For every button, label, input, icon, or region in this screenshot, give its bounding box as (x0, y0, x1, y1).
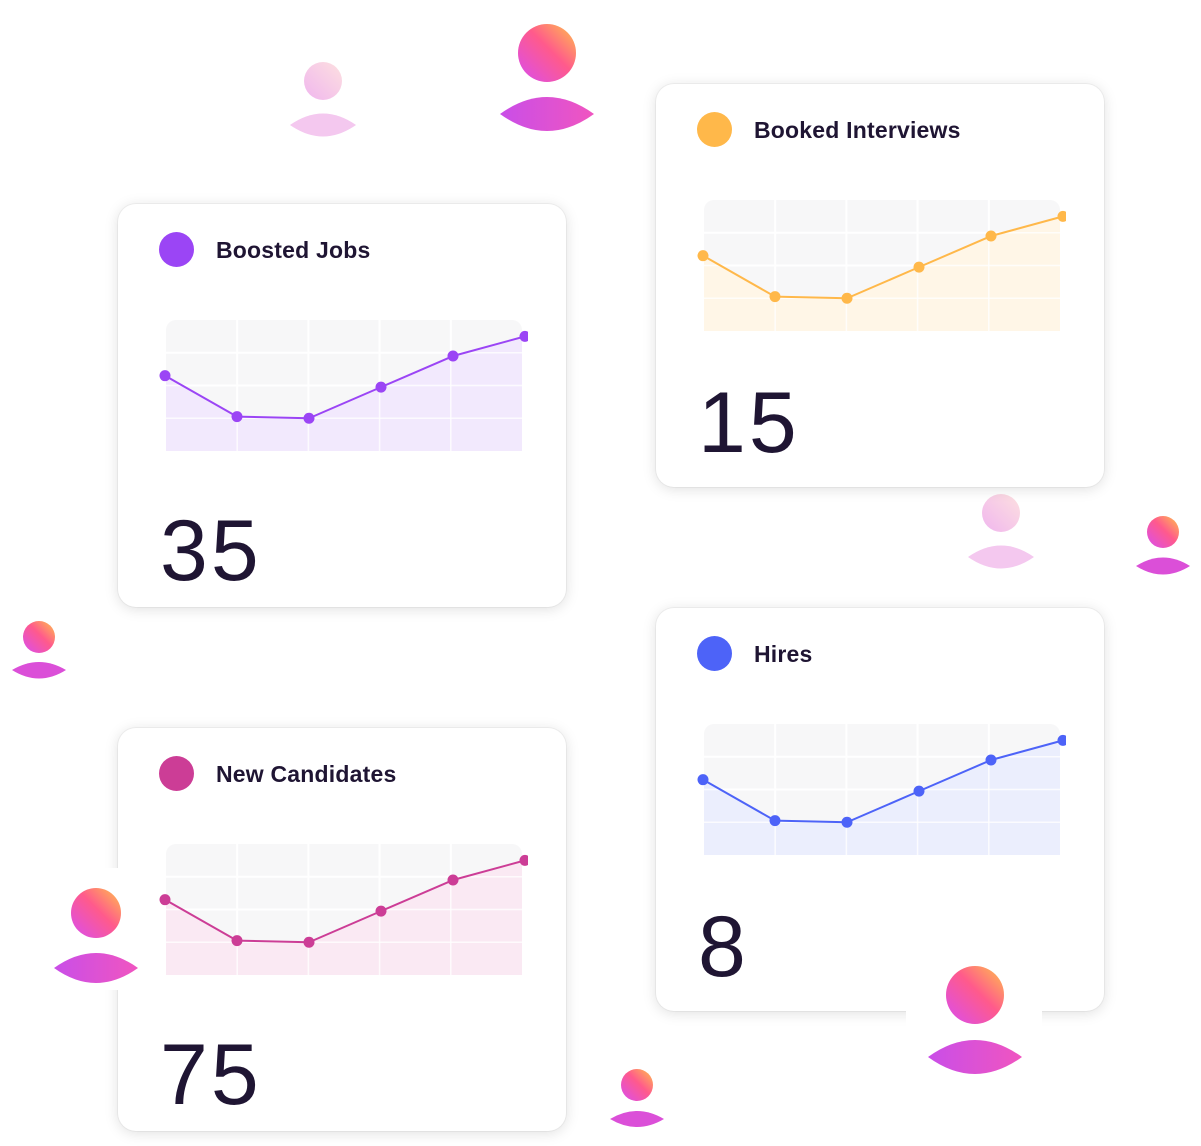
series-area (703, 216, 1063, 331)
user-icon (500, 24, 594, 131)
series-dot (159, 232, 194, 267)
series-dot (159, 756, 194, 791)
data-point (697, 250, 709, 262)
data-point (447, 874, 459, 886)
data-point (913, 785, 925, 797)
user-icon (12, 621, 66, 679)
series-area (165, 860, 525, 975)
data-point (769, 815, 781, 827)
data-point (375, 381, 387, 393)
data-point (303, 412, 315, 424)
card-title: Booked Interviews (754, 117, 961, 143)
data-point (375, 905, 387, 917)
metric-value: 75 (160, 1027, 262, 1123)
series-dot (697, 636, 732, 671)
user-icon (610, 1069, 664, 1127)
data-point (985, 754, 997, 766)
data-point (231, 935, 243, 947)
data-point (1057, 734, 1066, 746)
metric-value: 8 (698, 899, 749, 995)
data-point (159, 894, 171, 906)
data-point (231, 411, 243, 423)
data-point (519, 330, 528, 342)
data-point (841, 816, 853, 828)
line-chart (159, 844, 528, 975)
metric-value: 35 (160, 503, 262, 599)
card-title: Boosted Jobs (216, 237, 371, 263)
series-dot (697, 112, 732, 147)
hires-card: Hires 8 (656, 608, 1104, 1011)
line-chart (697, 724, 1066, 855)
data-point (913, 261, 925, 273)
card-title: New Candidates (216, 761, 397, 787)
data-point (841, 292, 853, 304)
user-icon (290, 62, 356, 137)
user-icon (968, 494, 1034, 569)
series-line (702, 215, 1064, 300)
user-icon (1136, 516, 1190, 575)
series-line (164, 859, 526, 944)
data-point (303, 936, 315, 948)
data-point (769, 291, 781, 303)
series-area (703, 740, 1063, 855)
user-icon (50, 868, 142, 990)
new-candidates-card: New Candidates 75 (118, 728, 566, 1131)
data-point (447, 350, 459, 362)
series-line (702, 739, 1064, 824)
data-point (159, 370, 171, 382)
boosted-jobs-card: Boosted Jobs 35 (118, 204, 566, 607)
series-line (164, 335, 526, 420)
data-point (697, 774, 709, 786)
line-chart (159, 320, 528, 451)
booked-interviews-card: Booked Interviews 15 (656, 84, 1104, 487)
metric-value: 15 (698, 375, 800, 471)
user-icon (906, 955, 1042, 1074)
data-point (985, 230, 997, 242)
data-point (519, 854, 528, 866)
data-point (1057, 210, 1066, 222)
line-chart (697, 200, 1066, 331)
card-title: Hires (754, 641, 813, 667)
series-area (165, 336, 525, 451)
